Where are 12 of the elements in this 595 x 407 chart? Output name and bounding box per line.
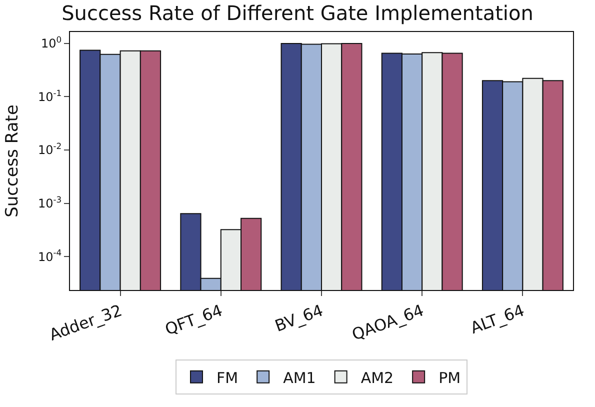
- y-tick-label: 10$^{-2}$: [38, 141, 62, 158]
- y-tick-label: 10$^{-4}$: [38, 248, 62, 264]
- y-tick-label: 10$^{-3}$: [38, 194, 62, 210]
- legend-label: PM: [438, 368, 461, 387]
- y-tick-label: 10$^{-1}$: [38, 88, 62, 104]
- chart-title: Success Rate of Different Gate Implementation: [62, 1, 534, 26]
- legend-label: AM2: [360, 368, 394, 387]
- y-tick-label: 10$^{0}$: [40, 34, 62, 51]
- legend-label: FM: [216, 368, 238, 387]
- y-axis-title: Success Rate: [2, 104, 23, 218]
- legend-label: AM1: [283, 368, 316, 387]
- x-tick-label: BV_64: [272, 300, 326, 336]
